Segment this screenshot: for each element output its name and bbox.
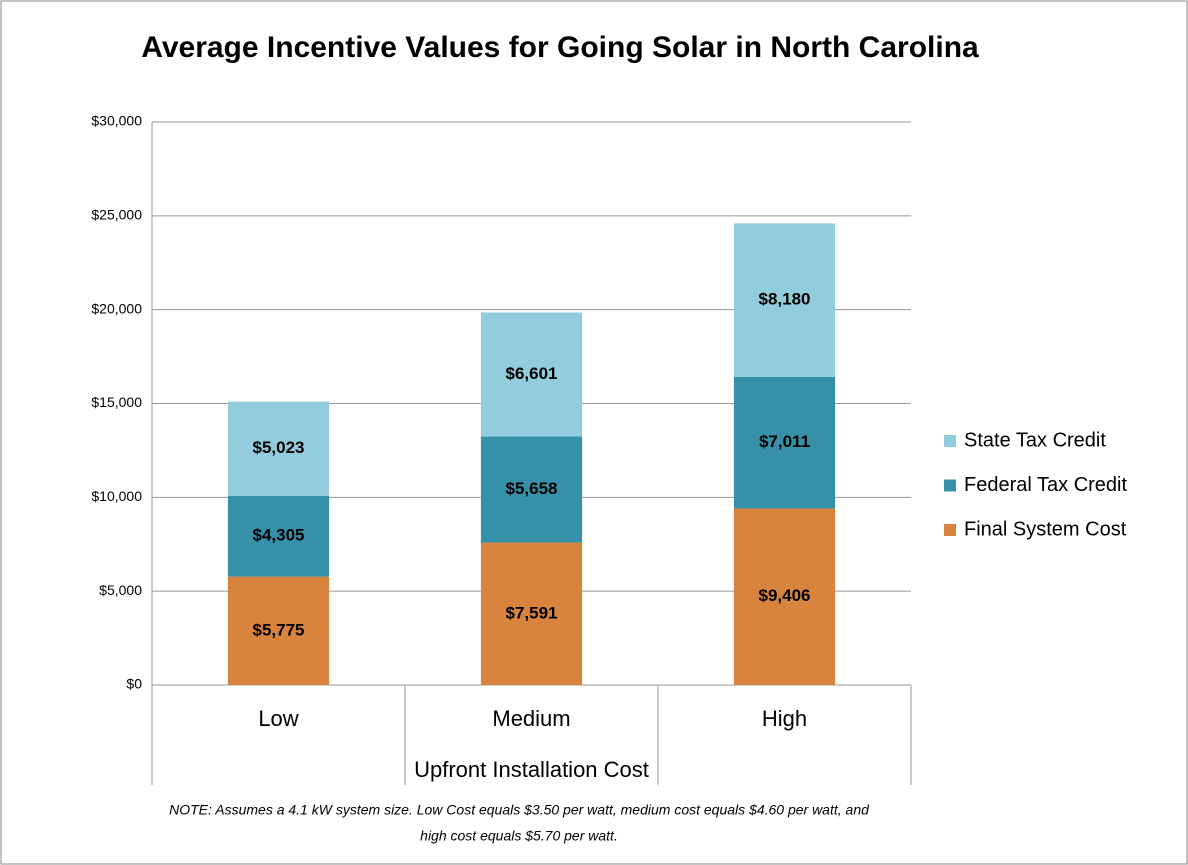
- legend-label: State Tax Credit: [964, 429, 1106, 451]
- y-tick-label: $25,000: [91, 207, 142, 223]
- value-label: $5,658: [506, 479, 558, 498]
- y-tick-label: $5,000: [99, 582, 142, 598]
- legend-label: Final System Cost: [964, 518, 1127, 540]
- bar-segment: [227, 401, 330, 496]
- chart-title: Average Incentive Values for Going Solar…: [141, 31, 979, 64]
- x-tick-label: Medium: [492, 706, 570, 731]
- value-label: $4,305: [253, 526, 305, 545]
- legend-swatch: [944, 524, 956, 536]
- bar-segment: [480, 436, 583, 543]
- y-tick-label: $20,000: [91, 300, 142, 316]
- note: high cost equals $5.70 per watt.: [420, 828, 618, 844]
- value-label: $7,591: [506, 603, 558, 622]
- bar-segment: [733, 223, 836, 377]
- x-tick-label: High: [762, 706, 807, 731]
- x-axis-title: Upfront Installation Cost: [414, 757, 649, 782]
- legend-swatch: [944, 435, 956, 447]
- bar-segment: [227, 576, 330, 685]
- y-tick-label: $0: [126, 676, 142, 692]
- value-label: $6,601: [506, 364, 558, 383]
- note: NOTE: Assumes a 4.1 kW system size. Low …: [169, 802, 870, 818]
- value-label: $9,406: [759, 586, 811, 605]
- bar-segment: [733, 508, 836, 685]
- value-label: $8,180: [759, 290, 811, 309]
- value-label: $5,023: [253, 438, 305, 457]
- bar-segment: [480, 542, 583, 685]
- legend-swatch: [944, 479, 956, 492]
- y-tick-label: $30,000: [91, 113, 142, 129]
- y-tick-label: $15,000: [91, 394, 142, 410]
- y-tick-label: $10,000: [91, 488, 142, 504]
- bar-segment: [480, 312, 583, 437]
- value-label: $5,775: [253, 620, 305, 639]
- x-tick-label: Low: [258, 706, 298, 731]
- bar-segment: [733, 376, 836, 509]
- value-label: $7,011: [759, 432, 810, 451]
- bar-segment: [227, 495, 330, 577]
- legend-label: Federal Tax Credit: [964, 474, 1127, 496]
